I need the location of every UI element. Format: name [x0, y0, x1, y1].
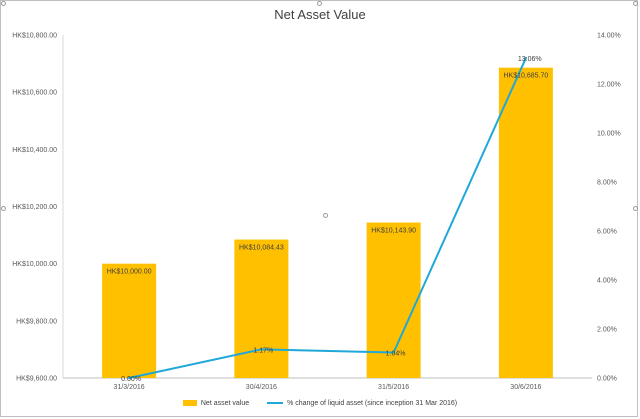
series-line — [128, 57, 527, 379]
bar — [498, 67, 553, 379]
line-data-label: 1.17% — [253, 347, 273, 354]
bar-data-label: HK$10,143.90 — [371, 228, 416, 235]
y-right-tick-label: 4.00% — [597, 278, 617, 285]
y-left-tick-label: HK$10,800.00 — [12, 33, 57, 40]
legend-label-bar: Net asset value — [200, 400, 250, 407]
resize-handle-top-right[interactable] — [633, 1, 638, 6]
resize-handle-right[interactable] — [633, 206, 638, 211]
line-point — [127, 376, 131, 380]
y-right-tick-label: 12.00% — [597, 82, 621, 89]
chart-center-marker — [323, 213, 328, 218]
bar-data-label: HK$10,685.70 — [503, 73, 548, 80]
line-point — [260, 348, 263, 351]
legend-item-bar: Net asset value — [182, 400, 250, 407]
y-right-tick-label: 10.00% — [597, 131, 621, 138]
legend-item-line: % change of liquid asset (since inceptio… — [267, 400, 457, 407]
chart-title: Net Asset Value — [274, 7, 366, 22]
x-tick-label: 30/6/2016 — [510, 384, 541, 391]
line-point — [524, 56, 528, 60]
resize-handle-left[interactable] — [1, 206, 6, 211]
x-tick-label: 30/4/2016 — [246, 384, 277, 391]
y-left-tick-label: HK$10,600.00 — [12, 90, 57, 97]
y-left-tick-label: HK$10,000.00 — [12, 261, 57, 268]
bar-data-label: HK$10,000.00 — [107, 269, 152, 276]
y-left-tick-label: HK$9,800.00 — [16, 318, 57, 325]
y-left-tick-label: HK$10,200.00 — [12, 204, 57, 211]
legend: Net asset value % change of liquid asset… — [0, 400, 640, 407]
legend-swatch-line — [267, 402, 284, 405]
y-left-tick-label: HK$10,400.00 — [12, 147, 57, 154]
resize-handle-top[interactable] — [317, 1, 322, 6]
resize-handle-top-left[interactable] — [1, 1, 6, 6]
y-right-tick-label: 2.00% — [597, 327, 617, 334]
x-tick-label: 31/5/2016 — [378, 384, 409, 391]
y-right-tick-label: 8.00% — [597, 180, 617, 187]
x-tick-label: 31/3/2016 — [114, 384, 145, 391]
bar-data-label: HK$10,084.43 — [239, 245, 284, 252]
y-left-tick-label: HK$9,600.00 — [16, 376, 57, 383]
y-right-tick-label: 14.00% — [597, 33, 621, 40]
bar — [234, 239, 289, 378]
y-right-tick-label: 6.00% — [597, 229, 617, 236]
line-data-label: 1.04% — [386, 351, 406, 358]
legend-swatch-bar — [182, 400, 197, 407]
line-data-label: 13.06% — [518, 56, 542, 63]
line-data-label: 0.00% — [121, 376, 141, 383]
line-point — [392, 351, 395, 354]
bar — [102, 263, 157, 378]
y-right-tick-label: 0.00% — [597, 376, 617, 383]
legend-label-line: % change of liquid asset (since inceptio… — [287, 400, 458, 407]
